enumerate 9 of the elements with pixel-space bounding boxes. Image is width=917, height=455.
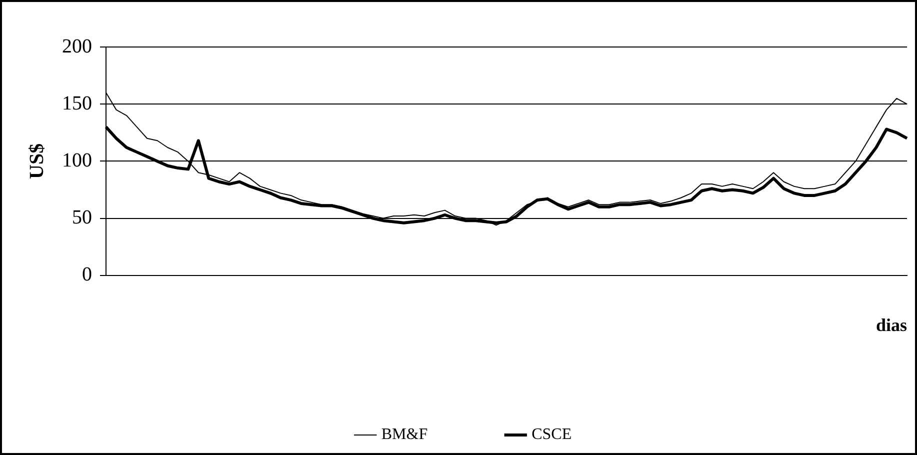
y-tick-label: 50 (72, 206, 92, 229)
y-tick-label: 100 (62, 149, 92, 172)
y-axis-title: US$ (26, 143, 48, 179)
y-tick-label: 150 (62, 92, 92, 114)
legend-label: CSCE (532, 426, 572, 444)
y-tick-label: 200 (62, 35, 92, 58)
y-tick-label: 0 (82, 264, 92, 286)
legend-label: BM&F (381, 426, 428, 444)
x-axis-title: dias (876, 314, 907, 335)
